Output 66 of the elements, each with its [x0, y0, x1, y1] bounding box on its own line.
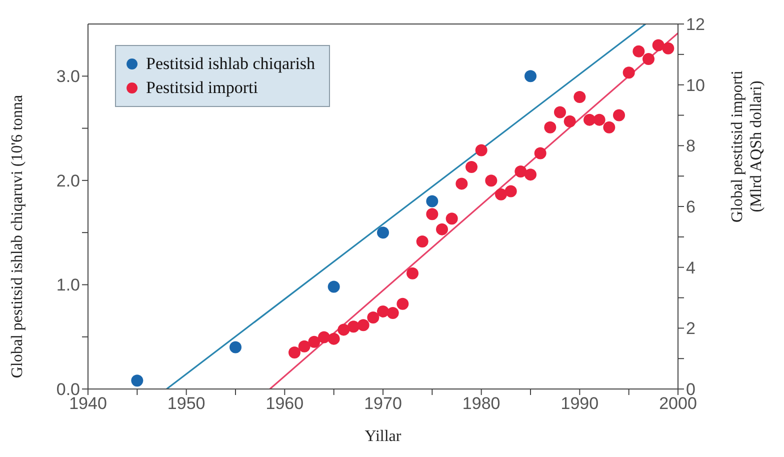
point — [436, 223, 448, 236]
point — [308, 336, 320, 348]
point — [554, 106, 566, 118]
point — [475, 144, 488, 156]
x-tick-label: 1960 — [266, 394, 304, 414]
point — [426, 195, 438, 208]
point — [338, 324, 350, 336]
y2-tick-label: 8 — [686, 136, 696, 156]
y-axis-title: Global pestitsid ishlab chiqaruvi (10'6 tonna — [9, 94, 26, 378]
x-tick-label: 1950 — [167, 394, 206, 414]
point — [298, 340, 310, 352]
point — [652, 39, 664, 52]
x-tick-label: 1940 — [69, 394, 107, 414]
point — [524, 70, 536, 82]
point — [495, 188, 507, 200]
point — [544, 121, 556, 134]
x-tick-label: 1990 — [560, 394, 599, 414]
point — [348, 320, 360, 333]
point — [426, 208, 438, 220]
point — [534, 147, 546, 160]
point — [622, 66, 635, 79]
y2-axis-title: Global pestitsid importi (Mlrd AQSh dollari) — [729, 70, 765, 222]
x-axis-title: Yillar — [364, 428, 402, 445]
point — [446, 212, 458, 225]
point — [396, 298, 409, 310]
point — [367, 312, 380, 324]
y2-tick-label: 10 — [686, 76, 705, 95]
point — [328, 280, 340, 293]
point — [613, 109, 625, 122]
y2-tick-label: 2 — [686, 319, 696, 338]
point — [328, 332, 340, 345]
point — [466, 160, 478, 173]
point — [514, 166, 527, 178]
point — [131, 374, 144, 387]
point — [662, 42, 674, 54]
y-tick-label: 1.0 — [56, 276, 80, 295]
x-tick-label: 1980 — [462, 394, 500, 414]
x-tick-label: 2000 — [659, 394, 697, 414]
point — [504, 185, 517, 198]
point — [524, 168, 536, 181]
legend-label: Pestitsid importi — [146, 77, 258, 99]
y2-tick-label: 6 — [686, 198, 696, 217]
point — [406, 267, 418, 280]
y2-tick-label: 4 — [686, 258, 696, 278]
point — [603, 121, 616, 134]
point — [357, 319, 370, 332]
point — [377, 305, 389, 318]
point — [574, 91, 586, 103]
point — [416, 235, 428, 248]
point — [564, 115, 576, 128]
point — [456, 178, 468, 190]
point — [386, 306, 399, 319]
point — [593, 114, 606, 126]
point — [377, 226, 389, 239]
point — [642, 52, 654, 65]
y-tick-label: 2.0 — [56, 171, 80, 190]
y-tick-label: 3.0 — [56, 67, 80, 86]
y2-tick-label: 12 — [686, 15, 705, 34]
point — [584, 114, 596, 126]
point — [288, 346, 300, 358]
x-tick-label: 1970 — [364, 394, 402, 414]
point — [485, 174, 498, 187]
legend-label: Pestitsid ishlab chiqarish — [146, 53, 316, 75]
point — [632, 45, 645, 58]
point — [230, 341, 242, 354]
point — [318, 331, 330, 344]
